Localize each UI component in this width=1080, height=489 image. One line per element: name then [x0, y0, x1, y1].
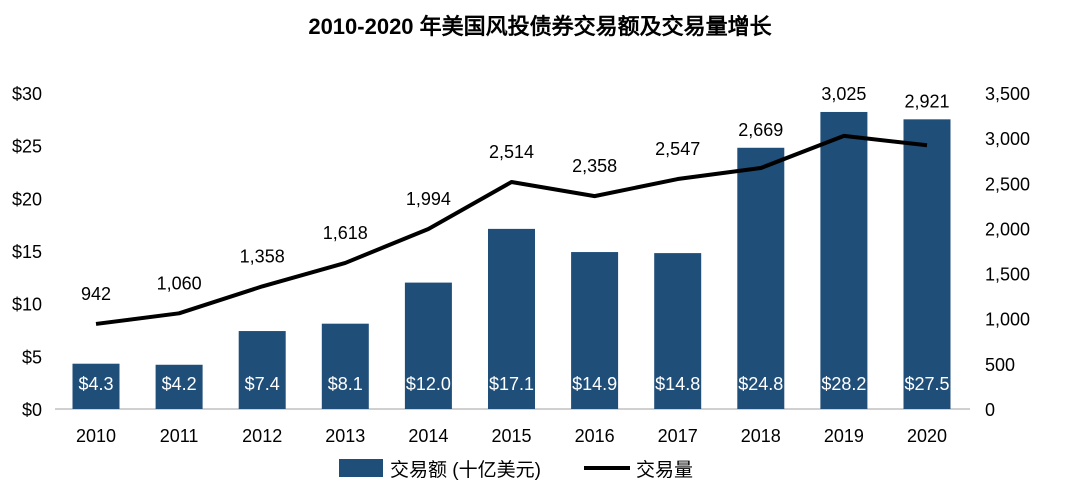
y-left-tick-label: $15	[12, 242, 42, 262]
line-data-label: 2,669	[738, 120, 783, 140]
bar-data-label: $27.5	[904, 374, 949, 394]
bar	[903, 119, 951, 409]
bar	[820, 111, 868, 410]
y-left-tick-label: $0	[22, 400, 42, 420]
line-data-label: 2,514	[489, 142, 534, 162]
x-tick-label: 2018	[741, 426, 781, 446]
line-data-label: 2,358	[572, 156, 617, 176]
x-tick-label: 2015	[491, 426, 531, 446]
y-right-tick-label: 3,000	[985, 129, 1030, 149]
bar-data-label: $17.1	[489, 374, 534, 394]
y-right-tick-label: 3,500	[985, 84, 1030, 104]
legend-line-label: 交易量	[636, 459, 693, 481]
bar-data-label: $28.2	[821, 374, 866, 394]
y-right-tick-label: 1,000	[985, 310, 1030, 330]
bar	[571, 252, 619, 409]
y-right-tick-label: 2,500	[985, 174, 1030, 194]
line-series	[95, 133, 928, 326]
x-tick-label: 2010	[76, 426, 116, 446]
x-tick-label: 2017	[658, 426, 698, 446]
bar-data-label: $14.8	[655, 374, 700, 394]
y-right-tick-label: 2,000	[985, 219, 1030, 239]
bar	[155, 364, 203, 409]
line-data-label: 1,994	[406, 189, 451, 209]
line-data-label: 2,547	[655, 139, 700, 159]
y-left-tick-label: $10	[12, 295, 42, 315]
y-left-tick-label: $30	[12, 84, 42, 104]
bar-data-label: $7.4	[245, 374, 280, 394]
x-tick-label: 2016	[575, 426, 615, 446]
bar	[404, 282, 452, 409]
line-data-label: 3,025	[821, 84, 866, 104]
bar	[654, 253, 702, 409]
bar	[488, 228, 535, 409]
chart-title: 2010-2020 年美国风投债券交易额及交易量增长	[308, 14, 772, 39]
y-left-tick-label: $5	[22, 347, 42, 367]
line-data-label: 942	[81, 284, 111, 304]
bar-data-label: $12.0	[406, 374, 451, 394]
bar	[238, 331, 286, 409]
x-tick-label: 2011	[160, 426, 199, 446]
x-tick-label: 2013	[325, 426, 365, 446]
line-data-label: 1,060	[157, 273, 202, 293]
line-data-label: 1,358	[240, 246, 285, 266]
y-right-tick-label: 0	[985, 400, 995, 420]
y-left-tick-label: $25	[12, 137, 42, 157]
y-right-tick-label: 500	[985, 355, 1015, 375]
line-data-label: 2,921	[904, 91, 949, 111]
bar-data-label: $24.8	[738, 374, 783, 394]
legend-bar-swatch	[339, 459, 383, 477]
line-data-label: 1,618	[323, 223, 368, 243]
x-tick-label: 2012	[242, 426, 282, 446]
x-tick-label: 2014	[408, 426, 448, 446]
x-tick-label: 2020	[907, 426, 947, 446]
bar	[737, 147, 785, 410]
y-left-tick-label: $20	[12, 189, 42, 209]
bar-data-label: $4.3	[78, 374, 113, 394]
bar-data-label: $8.1	[328, 374, 363, 394]
y-right-tick-label: 1,500	[985, 265, 1030, 285]
legend-bar-label: 交易额 (十亿美元)	[390, 459, 541, 481]
x-tick-label: 2019	[824, 426, 864, 446]
bar	[72, 363, 120, 409]
bar	[321, 323, 369, 409]
bar-data-label: $4.2	[162, 374, 197, 394]
bar-data-label: $14.9	[572, 374, 617, 394]
